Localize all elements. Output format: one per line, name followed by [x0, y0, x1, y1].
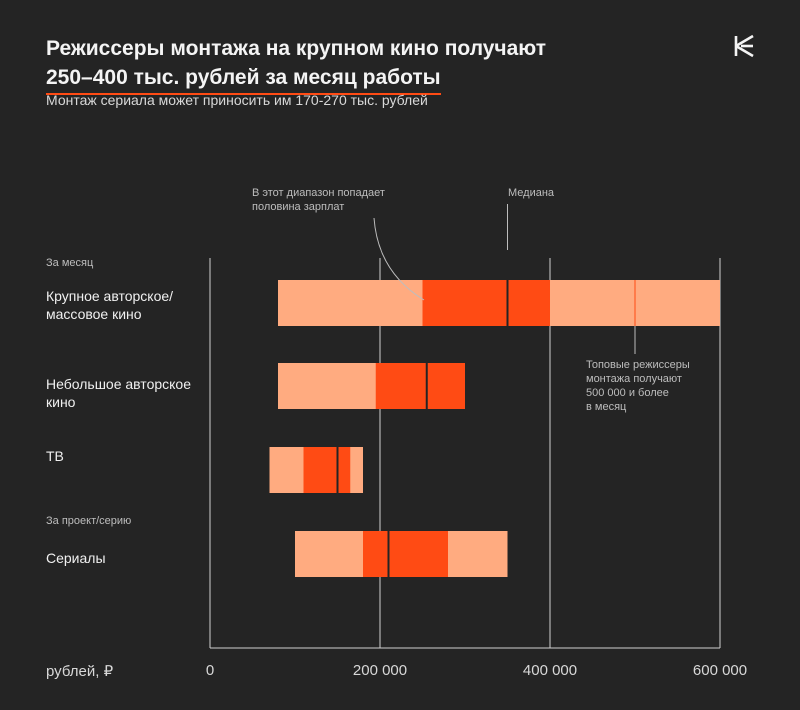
top-annotation-line-3: 500 000 и более [586, 387, 669, 399]
top-earners-annotation: Топовые режиссеры монтажа получают 500 0… [586, 358, 690, 414]
iqr-bar-0 [422, 280, 550, 326]
median-annotation: Медиана [508, 187, 555, 199]
section-label-per-project: За проект/серию [46, 515, 132, 527]
title-line-1: Режиссеры монтажа на крупном кино получа… [46, 37, 547, 60]
chart-title: Режиссеры монтажа на крупном кино получа… [46, 34, 546, 95]
category-label-line: кино [46, 394, 76, 410]
category-label-tv: ТВ [46, 448, 64, 464]
top-annotation-line-2: монтажа получают [586, 373, 682, 385]
chart-subtitle: Монтаж сериала может приносить им 170-27… [46, 92, 428, 108]
category-label-line: Небольшое авторское [46, 376, 191, 392]
iqr-bar-2 [303, 447, 351, 493]
iqr-bar-3 [363, 531, 448, 577]
title-line-2-highlighted: 250–400 тыс. рублей за месяц работы [46, 63, 441, 95]
x-tick-label-200000: 200 000 [352, 662, 408, 679]
iqr-annotation-line-2: половина зарплат [252, 201, 345, 213]
section-label-per-month: За месяц [46, 257, 94, 269]
iqr-annotation-leader [373, 217, 425, 301]
k-logo-icon [734, 34, 754, 58]
iqr-bar-1 [375, 363, 465, 409]
category-label-line: Крупное авторское/ [46, 288, 174, 304]
top-annotation-line-4: в месяц [586, 401, 627, 413]
category-label-series: Сериалы [46, 550, 106, 566]
category-label-small-film: Небольшое авторское кино [46, 375, 191, 411]
x-tick-label-600000: 600 000 [692, 662, 748, 679]
category-label-line: массовое кино [46, 306, 142, 322]
x-tick-label-0: 0 [205, 662, 215, 679]
top-annotation-line-1: Топовые режиссеры [586, 359, 690, 371]
x-axis-unit-label: рублей, ₽ [46, 663, 114, 680]
iqr-annotation-line-1: В этот диапазон попадает [252, 187, 385, 199]
iqr-annotation: В этот диапазон попадает половина зарпла… [252, 186, 385, 214]
x-tick-label-400000: 400 000 [522, 662, 578, 679]
category-label-large-film: Крупное авторское/ массовое кино [46, 287, 173, 323]
